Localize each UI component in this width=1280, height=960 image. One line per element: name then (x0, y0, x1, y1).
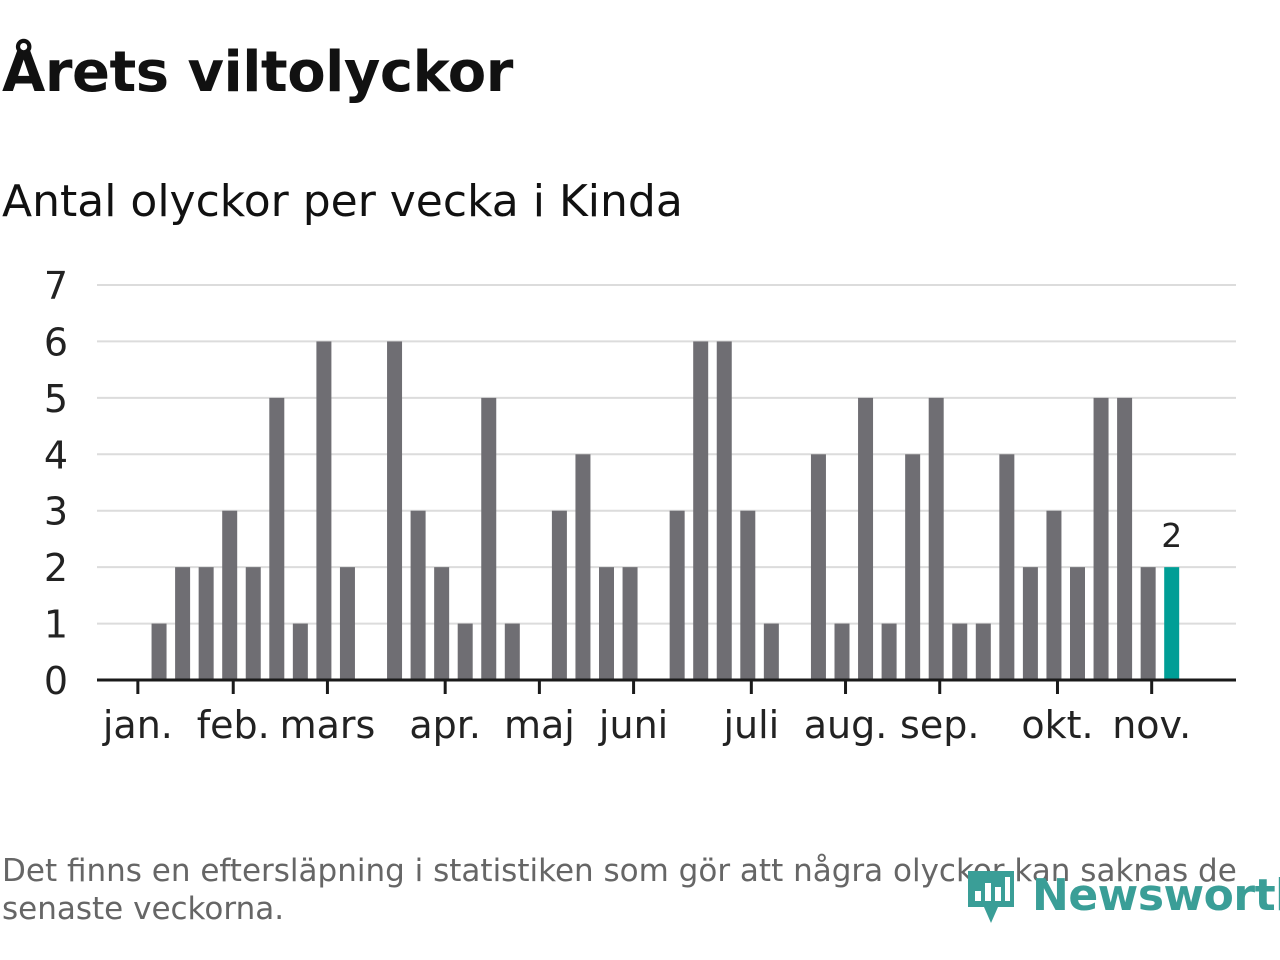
bar (999, 454, 1015, 680)
bar (1140, 567, 1156, 680)
x-tick-label: juni (598, 703, 668, 747)
y-tick-label: 6 (44, 320, 68, 364)
bar (740, 510, 756, 680)
bar (905, 454, 921, 680)
y-tick-label: 7 (44, 264, 68, 308)
bar (1093, 397, 1109, 680)
x-tick-label: nov. (1112, 703, 1191, 747)
newsworthy-logo-text: Newsworthy (1032, 869, 1280, 921)
bar (222, 510, 238, 680)
x-tick-label: apr. (409, 703, 481, 747)
bar (481, 397, 497, 680)
data-labels: 2 (1161, 516, 1182, 555)
bar (387, 341, 403, 680)
x-tick-label: maj (504, 703, 575, 747)
bar (575, 454, 591, 680)
bar (881, 623, 897, 680)
x-axis-month-labels: jan. feb. mars apr. maj juni juli aug. sep. okt. n… (102, 703, 1191, 747)
bar (952, 623, 968, 680)
bar (599, 567, 614, 680)
bar (457, 623, 473, 680)
chart-subtitle: Antal olyckor per vecka i Kinda (2, 176, 683, 227)
footnote: Det finns en eftersläpning i statistiken… (2, 852, 1272, 928)
bar (834, 623, 850, 680)
bar (269, 397, 285, 680)
bar (551, 510, 567, 680)
y-tick-label: 1 (44, 603, 68, 647)
y-tick-label: 5 (44, 377, 68, 421)
y-axis-tick-labels: 0 1 2 3 4 5 6 7 (44, 264, 68, 703)
bar (975, 623, 991, 680)
chart-title: Årets viltolyckor (2, 40, 513, 105)
highlight-data-label: 2 (1161, 516, 1182, 555)
x-tick-label: feb. (197, 703, 270, 747)
y-tick-label: 2 (44, 546, 68, 590)
bar (1070, 567, 1085, 680)
bar (1022, 567, 1038, 680)
x-axis (97, 678, 1236, 694)
bar (151, 623, 167, 680)
bar (245, 567, 261, 680)
bar (198, 567, 214, 680)
bar (669, 510, 685, 680)
bar (1046, 510, 1062, 680)
gridlines (97, 284, 1236, 625)
footnote-line-1: Det finns en eftersläpning i statistiken… (2, 853, 1237, 889)
x-tick-label: mars (280, 703, 376, 747)
bar (928, 397, 944, 680)
bar (316, 341, 332, 680)
bar (716, 341, 732, 680)
y-tick-label: 0 (44, 659, 68, 703)
footnote-line-2: senaste veckorna. (2, 891, 285, 927)
bar (292, 623, 308, 680)
bar (858, 397, 874, 680)
bar (810, 454, 826, 680)
x-tick-label: juli (722, 703, 779, 747)
bar (339, 567, 355, 680)
x-tick-label: jan. (102, 703, 173, 747)
bar-chart: 0 1 2 3 4 5 6 7 jan. feb. mars apr. maj juni juli aug.… (44, 264, 1236, 747)
bar (1117, 397, 1133, 680)
bar (410, 510, 426, 680)
bar (763, 623, 779, 680)
x-tick-label: okt. (1021, 703, 1093, 747)
x-tick-label: aug. (804, 703, 888, 747)
bar-highlighted (1164, 567, 1180, 680)
y-tick-label: 4 (44, 433, 68, 477)
newsworthy-logo: Newsworthy (964, 860, 1280, 930)
bar (504, 623, 520, 680)
bar (693, 341, 709, 680)
y-tick-label: 3 (44, 490, 68, 534)
bar (175, 567, 191, 680)
bar (622, 567, 638, 680)
bar (434, 567, 450, 680)
newsworthy-logo-icon (968, 871, 1014, 923)
x-tick-label: sep. (900, 703, 979, 747)
bars (151, 341, 1180, 680)
